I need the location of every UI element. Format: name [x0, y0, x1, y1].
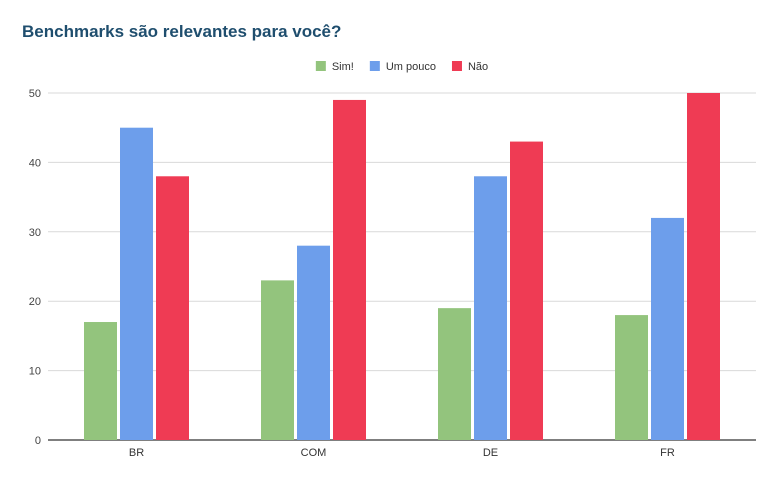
x-tick-label: FR	[660, 447, 675, 459]
bar-com-1	[297, 245, 330, 440]
y-tick-label: 0	[35, 435, 41, 447]
chart-title: Benchmarks são relevantes para você?	[22, 22, 342, 41]
bars	[84, 93, 720, 440]
y-tick-label: 30	[29, 227, 41, 239]
legend: Sim! Um pouco Não	[315, 61, 488, 73]
legend-label: Sim!	[332, 61, 354, 73]
legend-swatch	[451, 61, 462, 71]
legend-label: Não	[468, 61, 488, 73]
bar-br-2	[156, 176, 189, 440]
bar-de-2	[510, 141, 543, 440]
y-tick-label: 10	[29, 366, 41, 378]
bar-de-1	[474, 176, 507, 440]
x-tick-label: BR	[129, 447, 144, 459]
bar-fr-2	[687, 93, 720, 440]
bar-br-0	[84, 322, 117, 440]
y-axis-ticks: 0 10 20 30 40 50	[29, 88, 41, 447]
legend-swatch	[369, 61, 380, 71]
y-tick-label: 20	[29, 296, 41, 308]
gridlines	[48, 92, 756, 441]
x-axis-ticks: BR COM DE FR	[129, 447, 675, 459]
y-tick-label: 40	[29, 157, 41, 169]
bar-com-2	[333, 99, 366, 440]
bar-br-1	[120, 127, 153, 440]
x-tick-label: COM	[301, 447, 327, 459]
bar-de-0	[438, 308, 471, 440]
bar-com-0	[261, 280, 294, 440]
x-tick-label: DE	[483, 447, 498, 459]
y-tick-label: 50	[29, 88, 41, 100]
legend-label: Um pouco	[386, 61, 436, 73]
legend-swatch	[315, 61, 326, 71]
bar-fr-0	[615, 315, 648, 440]
bar-fr-1	[651, 217, 684, 440]
